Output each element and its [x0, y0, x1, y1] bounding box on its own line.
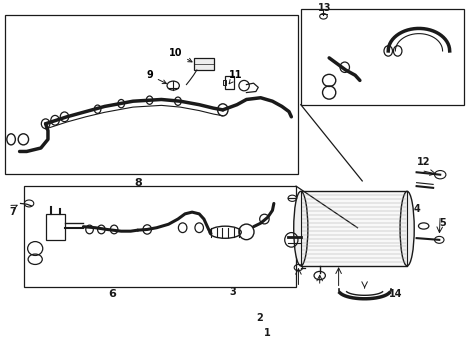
Text: 12: 12	[417, 157, 430, 167]
Bar	[225, 76, 234, 89]
Text: 1: 1	[264, 329, 271, 339]
Text: 14: 14	[389, 288, 402, 299]
Bar	[24, 186, 296, 287]
Bar	[301, 191, 407, 266]
Bar	[46, 214, 65, 240]
Text: 7: 7	[9, 207, 16, 217]
Text: 3: 3	[229, 287, 236, 297]
Text: 5: 5	[439, 218, 446, 228]
Bar	[301, 9, 464, 105]
Text: 10: 10	[169, 48, 192, 62]
Text: 13: 13	[318, 3, 331, 13]
Text: 11: 11	[229, 70, 243, 84]
Text: 9: 9	[146, 70, 166, 84]
Ellipse shape	[294, 191, 308, 266]
Bar	[194, 58, 214, 70]
Text: 6: 6	[108, 288, 116, 299]
Text: 2: 2	[256, 313, 263, 323]
Text: 8: 8	[134, 178, 142, 188]
Bar	[5, 15, 299, 174]
Bar	[223, 80, 226, 85]
Ellipse shape	[400, 191, 414, 266]
Text: 4: 4	[413, 204, 420, 214]
